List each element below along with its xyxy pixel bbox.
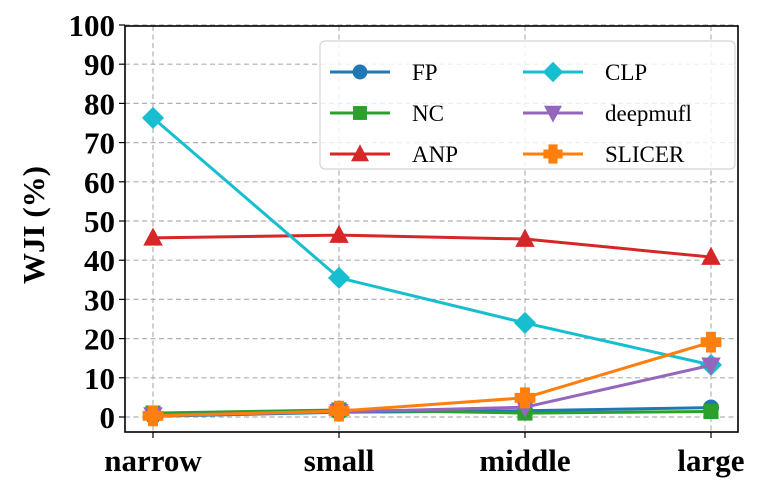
x-tick-label: narrow <box>104 443 202 478</box>
legend-item-deepmufl: deepmufl <box>523 101 692 126</box>
legend-label: FP <box>412 60 438 85</box>
data-point-clp <box>513 311 537 334</box>
x-tick-label: small <box>304 443 375 478</box>
legend-label: NC <box>412 101 444 126</box>
legend-item-slicer: SLICER <box>523 142 685 167</box>
series-line-anp <box>152 233 712 259</box>
legend-marker-deepmufl <box>544 105 562 123</box>
x-tick-label: large <box>677 443 744 478</box>
y-tick-label: 80 <box>84 86 115 121</box>
legend-label: CLP <box>605 60 647 85</box>
series-line-slicer <box>152 340 712 418</box>
y-tick-label: 60 <box>84 165 115 200</box>
y-tick-label: 10 <box>84 361 115 396</box>
y-tick-label: 70 <box>84 126 115 161</box>
series-slicer <box>142 331 722 427</box>
legend-item-nc: NC <box>330 101 444 126</box>
legend-marker-clp <box>542 61 564 83</box>
data-point-nc <box>703 403 719 420</box>
legend-label: SLICER <box>605 142 685 167</box>
legend-label: ANP <box>412 142 458 167</box>
y-tick-label: 90 <box>84 47 115 82</box>
y-tick-label: 0 <box>100 400 116 435</box>
data-point-anp <box>701 246 721 265</box>
series-line-clp <box>152 116 712 367</box>
y-tick-label: 20 <box>84 322 115 357</box>
legend-box <box>319 40 736 170</box>
legend-marker-slicer <box>543 144 563 164</box>
data-point-slicer <box>328 400 350 422</box>
series-layer <box>141 106 723 427</box>
series-line-nc <box>152 408 712 415</box>
y-tick-label: 100 <box>69 8 116 43</box>
y-tick-label: 30 <box>84 282 115 317</box>
legend: FP NC ANP CLP deepmufl SLICER <box>319 40 736 170</box>
y-tick-label: 50 <box>84 204 115 239</box>
data-point-deepmufl <box>701 357 721 376</box>
legend-marker-anp <box>351 144 369 162</box>
legend-item-clp: CLP <box>523 60 647 85</box>
data-point-slicer <box>700 331 722 353</box>
data-point-slicer <box>142 405 164 427</box>
data-point-anp <box>329 224 349 243</box>
x-axis: narrow small middle large <box>104 432 745 478</box>
data-point-anp <box>143 227 163 246</box>
legend-item-anp: ANP <box>330 142 458 167</box>
legend-item-fp: FP <box>330 60 438 85</box>
data-point-slicer <box>514 387 536 409</box>
series-anp <box>143 224 721 265</box>
data-point-anp <box>515 228 535 247</box>
y-tick-label: 40 <box>84 243 115 278</box>
series-clp <box>141 106 723 376</box>
y-axis: 0 10 20 30 40 50 60 70 80 90 100 <box>69 8 125 435</box>
plot-frame <box>124 25 739 433</box>
y-axis-label: WJI (%) <box>16 166 51 284</box>
x-tick-label: middle <box>479 443 570 478</box>
legend-marker-nc <box>353 106 367 120</box>
data-point-clp <box>141 106 165 129</box>
legend-marker-fp <box>352 64 368 80</box>
data-point-clp <box>327 266 351 289</box>
legend-label: deepmufl <box>605 101 692 126</box>
